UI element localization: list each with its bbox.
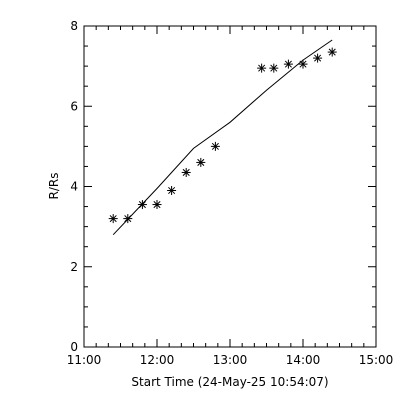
data-point [152,200,162,210]
data-point [167,186,177,196]
y-tick-label: 6 [70,99,78,113]
asterisk-stroke [270,64,278,72]
data-point [123,214,133,224]
x-tick-label: 11:00 [67,353,102,367]
x-tick-label: 14:00 [286,353,321,367]
asterisk-stroke [182,168,190,176]
x-tick-label: 12:00 [140,353,175,367]
asterisk-stroke [168,186,176,195]
data-point [181,167,191,177]
data-point [313,53,323,63]
data-point [298,59,308,69]
asterisk-stroke [211,142,219,150]
y-axis-title: R/Rs [47,173,61,200]
y-tick-label: 8 [70,19,78,33]
plot-frame [83,25,377,348]
asterisk-stroke [138,201,146,209]
data-point [196,157,206,167]
asterisk-stroke [153,201,161,209]
ticks-layer: 11:00 12:00 13:00 14:00 15:00 0 2 4 6 8 [67,19,394,367]
data-point [137,200,147,210]
data-point [210,141,220,151]
y-tick-label: 4 [70,180,78,194]
asterisk-stroke [284,60,292,68]
data-point [283,59,293,69]
asterisk-stroke [314,54,322,62]
data-point [257,63,267,73]
y-tick-label: 0 [70,340,78,354]
asterisk-stroke [124,215,132,223]
points-layer [108,47,337,224]
data-point [108,214,118,224]
fit-line [112,39,333,236]
x-tick-label: 13:00 [213,353,248,367]
asterisk-stroke [258,64,266,72]
fit-line-layer [112,39,333,236]
asterisk-stroke [299,60,307,68]
x-tick-label: 15:00 [359,353,394,367]
x-axis-title: Start Time (24-May-25 10:54:07) [131,375,328,389]
asterisk-stroke [197,158,205,166]
y-tick-label: 2 [70,260,78,274]
data-point [327,47,337,57]
asterisk-stroke [109,215,117,223]
asterisk-stroke [328,48,336,56]
data-point [269,63,279,73]
